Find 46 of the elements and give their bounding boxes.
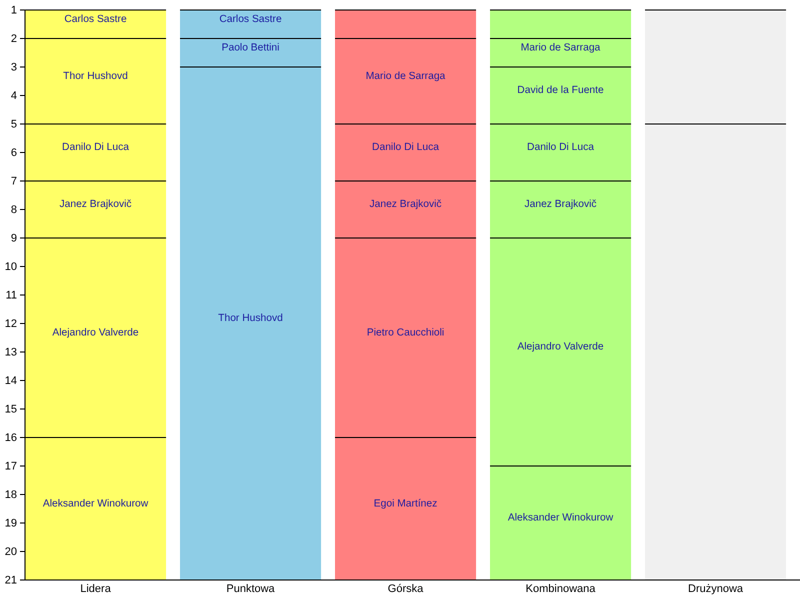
y-tick-label: 4	[10, 90, 17, 102]
y-tick-label: 19	[4, 518, 17, 530]
y-tick-label: 20	[4, 546, 17, 558]
data-label: Janez Brajkovič	[369, 199, 442, 210]
y-tick-label: 14	[4, 375, 17, 388]
data-label: Aleksander Winokurow	[42, 498, 149, 510]
data-label: Thor Hushovd	[63, 70, 128, 82]
data-label: Danilo Di Luca	[527, 142, 594, 154]
x-tick-label: Drużynowa	[688, 582, 744, 595]
y-tick-label: 12	[4, 318, 17, 330]
y-tick-label: 9	[10, 232, 17, 245]
y-tick-label: 13	[4, 346, 17, 359]
data-label: Carlos Sastre	[64, 14, 127, 25]
y-tick-label: 18	[4, 489, 17, 502]
data-label: Thor Hushovd	[218, 313, 284, 324]
x-tick-label: Górska	[388, 582, 424, 595]
data-label: Janez Brajkovič	[59, 199, 132, 210]
y-tick-label: 21	[4, 574, 17, 587]
y-tick-label: 15	[4, 404, 17, 416]
x-tick-label: Lidera	[80, 582, 112, 595]
y-tick-label: 7	[10, 176, 17, 188]
y-tick-label: 5	[10, 118, 17, 131]
y-tick-label: 10	[4, 261, 17, 274]
y-tick-label: 16	[4, 432, 17, 444]
x-tick-label: Punktowa	[226, 582, 276, 595]
y-tick-label: 2	[10, 33, 17, 46]
data-label: Paolo Bettini	[222, 42, 280, 54]
data-label: David de la Fuente	[517, 85, 604, 96]
data-label: Mario de Sarraga	[366, 70, 446, 82]
data-label: Pietro Caucchioli	[366, 327, 444, 338]
data-label: Alejandro Valverde	[517, 342, 604, 353]
data-label: Janez Brajkovič	[524, 199, 597, 210]
y-tick-label: 8	[10, 204, 17, 216]
data-label: Egoi Martínez	[374, 498, 438, 510]
y-tick-label: 6	[10, 147, 17, 160]
x-tick-label: Kombinowana	[526, 582, 596, 595]
data-label: Mario de Sarraga	[520, 42, 601, 54]
y-tick-label: 1	[10, 4, 17, 17]
data-label: Aleksander Winokurow	[508, 512, 614, 524]
data-label: Carlos Sastre	[219, 14, 282, 25]
data-label: Danilo Di Luca	[62, 142, 130, 154]
y-tick-label: 11	[6, 290, 17, 302]
data-label: Danilo Di Luca	[372, 142, 440, 154]
y-tick-label: 3	[10, 62, 17, 74]
y-tick-label: 17	[4, 460, 17, 473]
data-label: Alejandro Valverde	[52, 327, 139, 338]
